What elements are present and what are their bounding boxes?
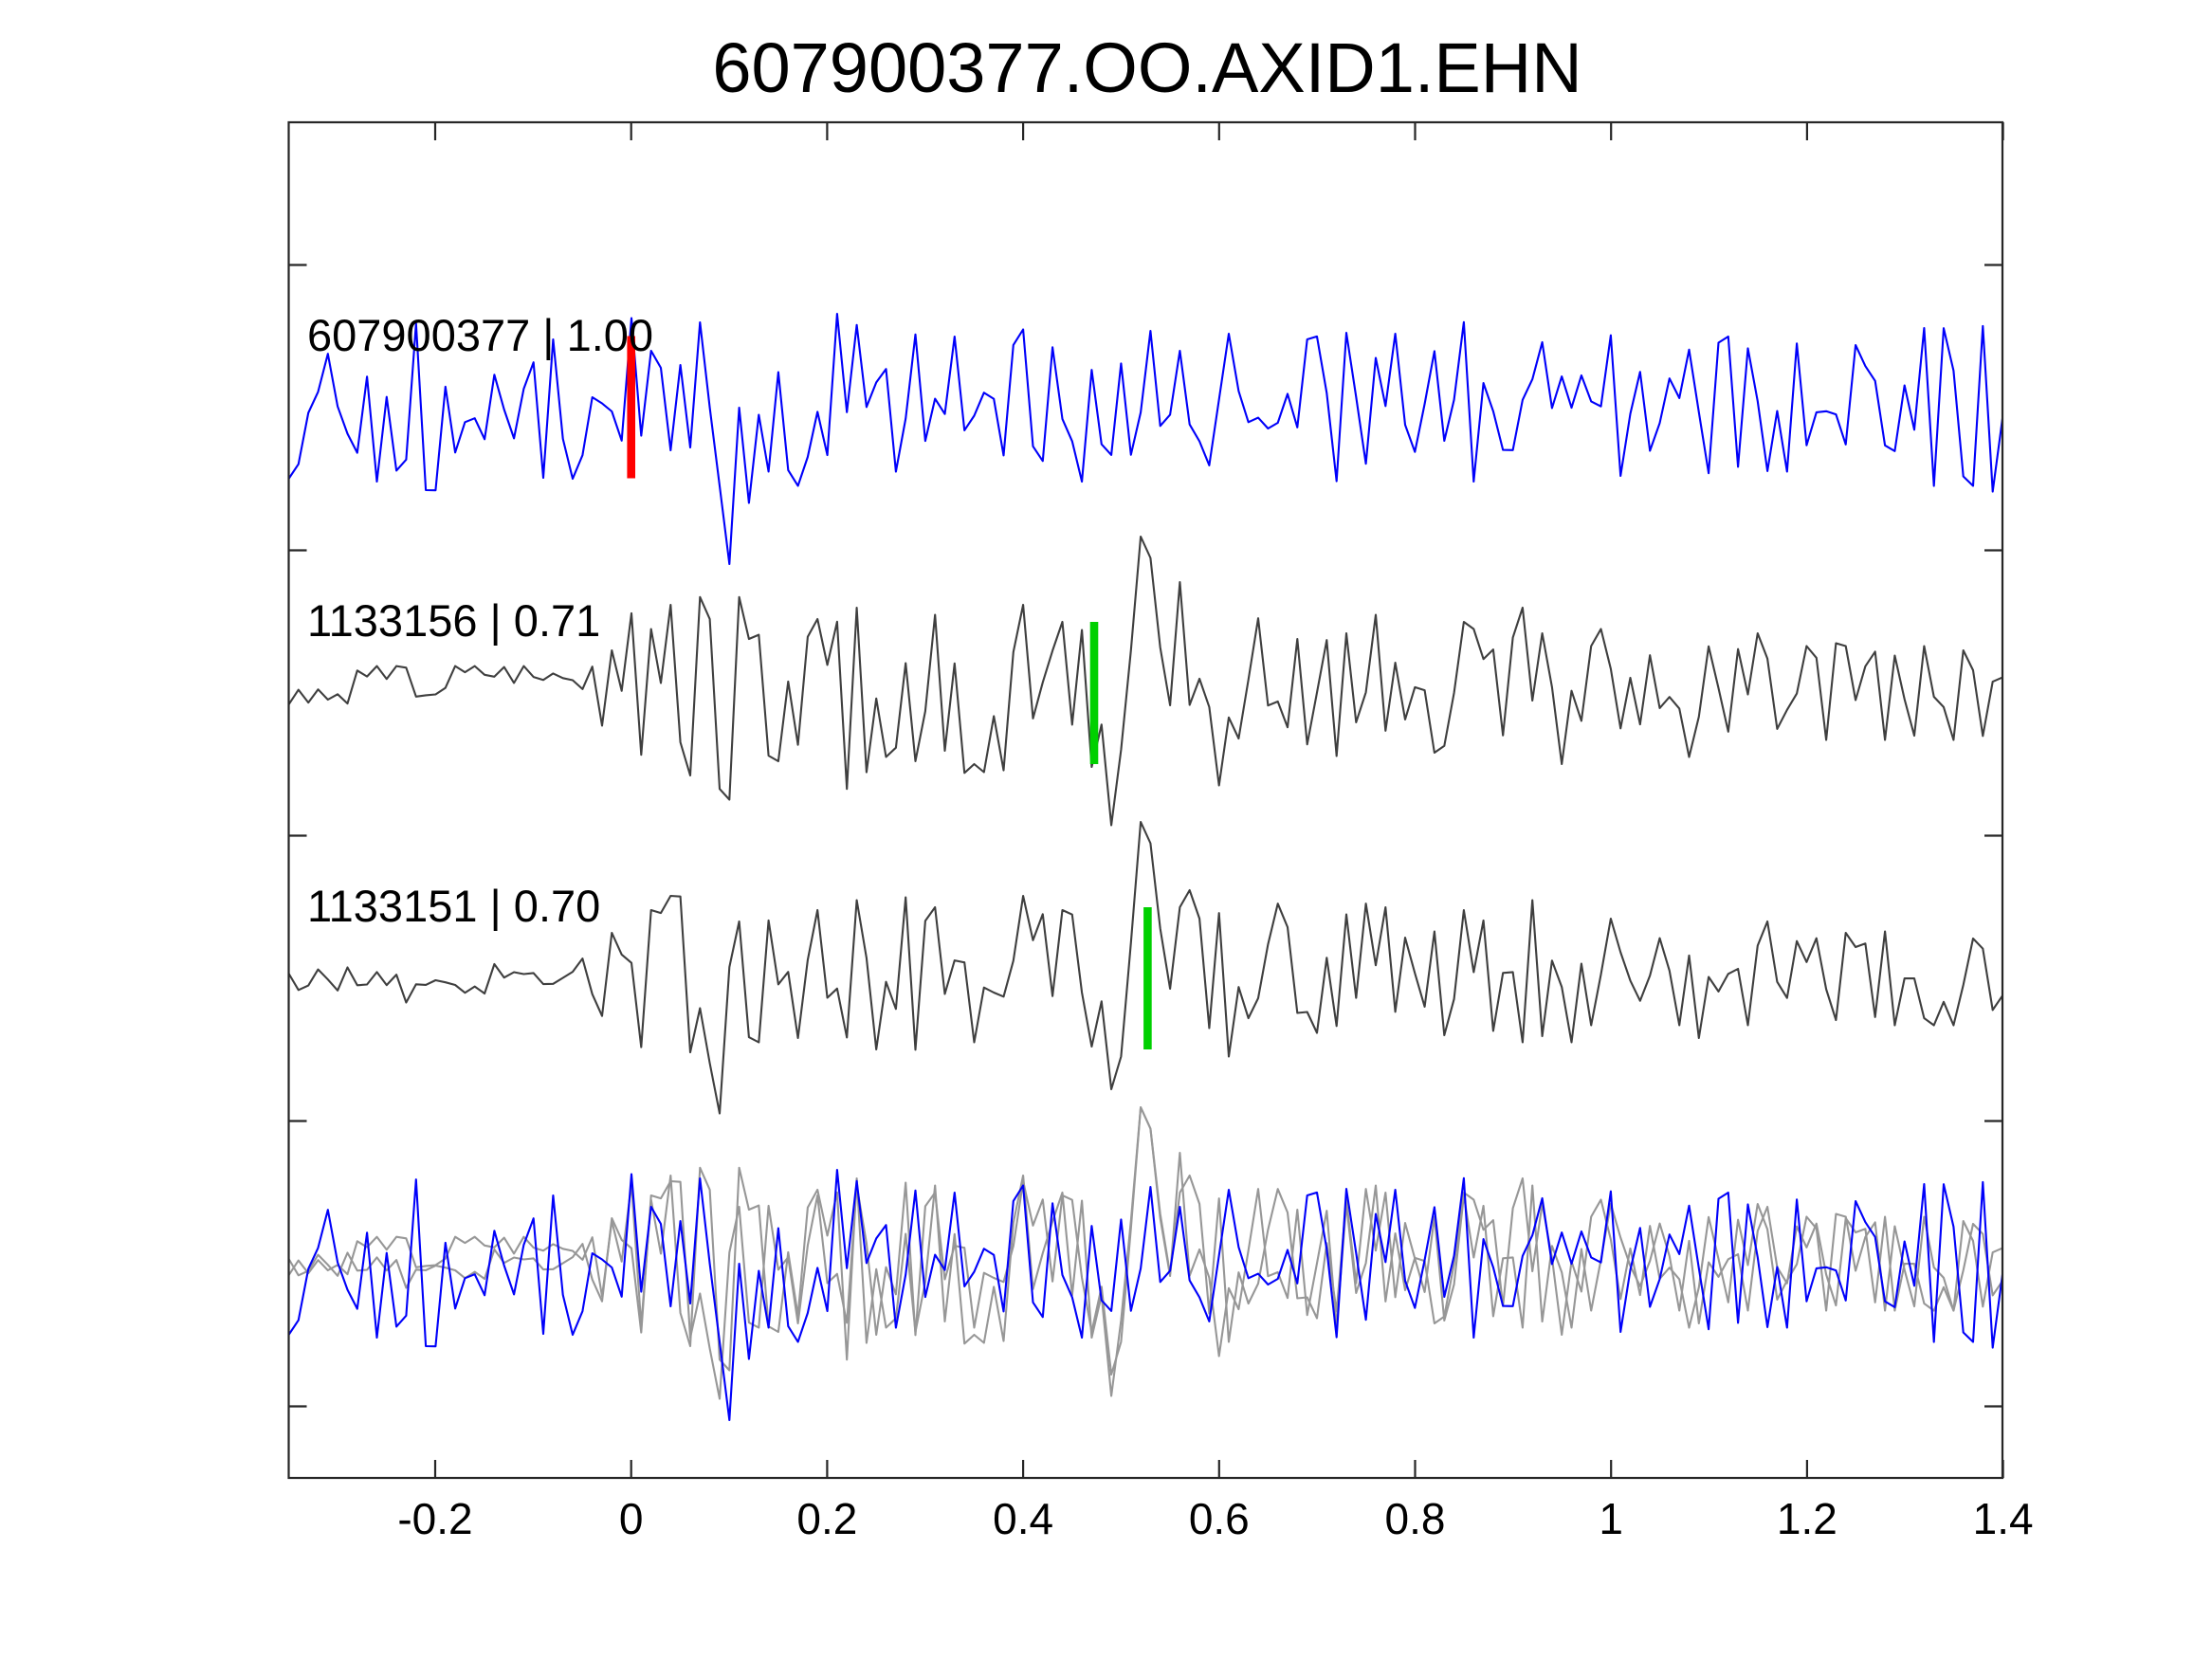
svg-text:0.8: 0.8	[1385, 1494, 1446, 1543]
svg-text:0.4: 0.4	[993, 1494, 1053, 1543]
svg-text:607900377 | 1.00: 607900377 | 1.00	[307, 310, 653, 360]
svg-text:0.2: 0.2	[796, 1494, 857, 1543]
svg-text:1.4: 1.4	[1973, 1494, 2034, 1543]
svg-text:-0.2: -0.2	[397, 1494, 472, 1543]
svg-text:607900377.OO.AXID1.EHN: 607900377.OO.AXID1.EHN	[712, 28, 1581, 107]
svg-text:1.2: 1.2	[1777, 1494, 1837, 1543]
svg-text:1133156 | 0.71: 1133156 | 0.71	[307, 595, 600, 646]
svg-text:1: 1	[1599, 1494, 1623, 1543]
svg-text:0: 0	[619, 1494, 644, 1543]
svg-text:0.6: 0.6	[1189, 1494, 1250, 1543]
svg-text:1133151 | 0.70: 1133151 | 0.70	[307, 881, 600, 931]
